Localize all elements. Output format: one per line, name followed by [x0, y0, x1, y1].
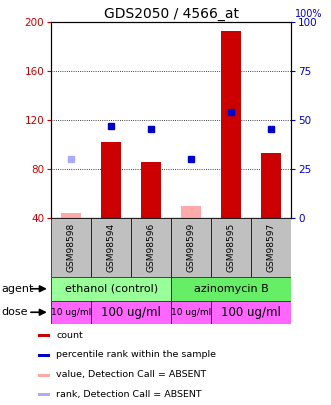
Bar — [38, 334, 50, 337]
Text: rank, Detection Call = ABSENT: rank, Detection Call = ABSENT — [56, 390, 202, 399]
Text: percentile rank within the sample: percentile rank within the sample — [56, 350, 216, 359]
Text: GSM98594: GSM98594 — [107, 223, 116, 272]
Bar — [51, 218, 91, 277]
Text: 100 ug/ml: 100 ug/ml — [221, 306, 281, 319]
Bar — [141, 162, 161, 218]
Text: GSM98597: GSM98597 — [267, 223, 276, 272]
Text: 100 ug/ml: 100 ug/ml — [101, 306, 161, 319]
Text: GSM98596: GSM98596 — [147, 223, 156, 272]
Text: GSM98598: GSM98598 — [67, 223, 76, 272]
Bar — [171, 218, 211, 277]
Text: dose: dose — [2, 307, 28, 317]
Bar — [38, 373, 50, 377]
Text: count: count — [56, 330, 83, 340]
Bar — [91, 301, 171, 324]
Bar — [211, 218, 251, 277]
Text: agent: agent — [2, 284, 34, 294]
Text: GSM98599: GSM98599 — [187, 223, 196, 272]
Bar — [171, 277, 291, 301]
Bar — [51, 301, 91, 324]
Text: 10 ug/ml: 10 ug/ml — [171, 308, 212, 317]
Bar — [211, 301, 291, 324]
Text: azinomycin B: azinomycin B — [194, 284, 269, 294]
Bar — [261, 153, 281, 218]
Title: GDS2050 / 4566_at: GDS2050 / 4566_at — [104, 7, 239, 21]
Bar — [131, 218, 171, 277]
Bar — [61, 213, 81, 218]
Bar — [38, 354, 50, 357]
Bar — [101, 142, 121, 218]
Bar — [38, 393, 50, 396]
Text: GSM98595: GSM98595 — [227, 223, 236, 272]
Bar — [251, 218, 291, 277]
Text: ethanol (control): ethanol (control) — [65, 284, 158, 294]
Bar — [171, 301, 211, 324]
Text: 100%: 100% — [296, 9, 323, 19]
Bar — [51, 277, 171, 301]
Text: value, Detection Call = ABSENT: value, Detection Call = ABSENT — [56, 370, 207, 379]
Bar — [221, 31, 241, 218]
Text: 10 ug/ml: 10 ug/ml — [51, 308, 91, 317]
Bar — [181, 206, 201, 218]
Bar — [91, 218, 131, 277]
